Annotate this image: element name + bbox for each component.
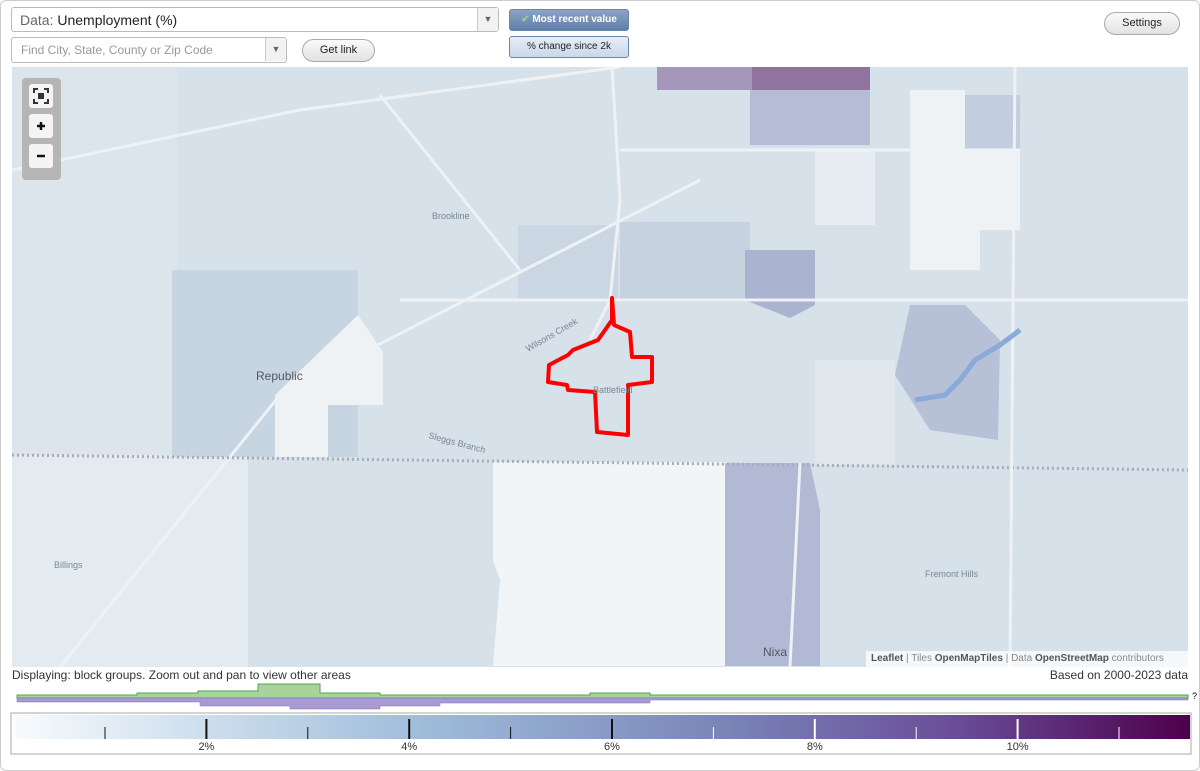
legend-label: 8%	[807, 741, 823, 753]
region	[518, 225, 618, 300]
legend-help[interactable]: ?	[1192, 691, 1197, 701]
legend-label: 4%	[401, 741, 417, 753]
displaying-text: Displaying: block groups. Zoom out and p…	[12, 668, 351, 682]
map-label: Billings	[54, 560, 83, 570]
region	[895, 305, 1000, 440]
region	[620, 222, 750, 302]
attrib-contributors: contributors	[1111, 653, 1164, 664]
settings-button[interactable]: Settings	[1104, 12, 1180, 35]
region	[275, 315, 383, 457]
zoom-out-button[interactable]	[29, 144, 53, 168]
map-label: Republic	[256, 369, 303, 383]
region	[815, 360, 895, 465]
region	[910, 90, 1020, 270]
zoom-in-button[interactable]	[29, 114, 53, 138]
zoom-in-icon	[37, 122, 45, 130]
selected-boundary[interactable]	[546, 296, 654, 437]
legend-label: 2%	[198, 741, 214, 753]
based-on-text: Based on 2000-2023 data	[1049, 668, 1188, 682]
region	[815, 150, 875, 225]
roads	[12, 67, 1188, 667]
data-value: Unemployment (%)	[57, 12, 178, 28]
fullscreen-button[interactable]	[29, 84, 53, 108]
histogram-purple	[16, 697, 1189, 710]
attribution: Leaflet | Tiles OpenMapTiles | Data Open…	[866, 651, 1188, 667]
most-recent-button[interactable]: ✔ Most recent value	[509, 9, 629, 31]
legend-ticks: 2% 4% 6% 8% 10%	[104, 719, 1120, 753]
zoom-out-icon	[37, 154, 45, 158]
lake	[914, 328, 1022, 403]
legend-label: 10%	[1007, 741, 1029, 753]
fullscreen-icon	[33, 88, 49, 104]
attrib-data: | Data	[1005, 653, 1033, 664]
search-arrow[interactable]: ▼	[265, 38, 286, 61]
attrib-tiles: | Tiles	[906, 653, 932, 664]
data-label: Data:	[20, 12, 54, 28]
dropdown-arrow[interactable]: ▼	[477, 8, 498, 31]
most-recent-text: Most recent value	[532, 14, 617, 25]
histogram-green	[16, 683, 1189, 699]
map-label: Brookline	[432, 211, 470, 221]
legend: ? 2% 4% 6% 8% 10%	[10, 683, 1197, 755]
get-link-button[interactable]: Get link	[302, 39, 375, 62]
zoom-control	[22, 78, 61, 180]
region	[752, 67, 870, 90]
attrib-leaflet[interactable]: Leaflet	[871, 653, 904, 664]
search-placeholder: Find City, State, County or Zip Code	[21, 43, 213, 57]
search-input[interactable]: Find City, State, County or Zip Code ▼	[11, 37, 287, 63]
attrib-tiles-source[interactable]: OpenMapTiles	[934, 653, 1003, 664]
percent-change-button[interactable]: % change since 2k	[509, 36, 629, 58]
region	[965, 95, 1020, 150]
check-icon: ✔	[521, 14, 530, 25]
data-select[interactable]: Data: Unemployment (%) ▼	[11, 7, 499, 32]
map-label: Battlefield	[593, 385, 633, 395]
legend-gradient	[14, 715, 1190, 739]
attrib-data-source[interactable]: OpenStreetMap	[1034, 653, 1109, 664]
map-label: Fremont Hills	[925, 569, 979, 579]
region	[725, 463, 820, 666]
region	[493, 462, 727, 666]
legend-label: 6%	[604, 741, 620, 753]
region	[750, 90, 870, 145]
region	[12, 455, 248, 667]
map-label: Nixa	[763, 645, 787, 659]
